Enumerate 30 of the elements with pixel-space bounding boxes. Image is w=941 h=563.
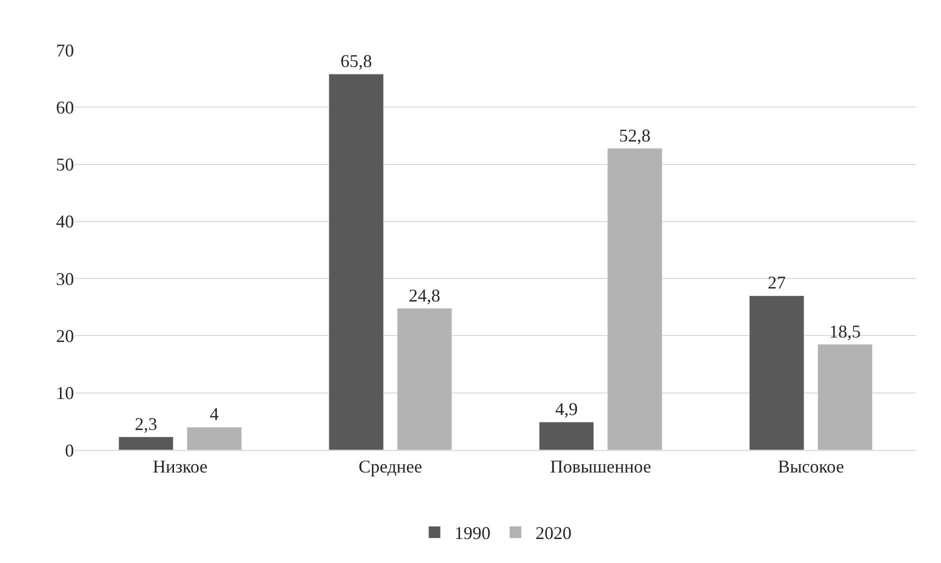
data-label: 18,5 bbox=[829, 321, 861, 342]
legend-label: 1990 bbox=[454, 523, 490, 544]
x-tick-label: Низкое bbox=[152, 456, 208, 477]
x-tick-label: Высокое bbox=[778, 456, 844, 477]
bar bbox=[396, 308, 452, 450]
x-tick-label: Среднее bbox=[358, 456, 422, 477]
data-label: 2,3 bbox=[134, 414, 158, 434]
bar bbox=[186, 426, 242, 450]
bar bbox=[328, 74, 384, 450]
legend-label: 2020 bbox=[536, 523, 572, 544]
y-tick-label: 70 bbox=[56, 40, 74, 60]
y-tick-label: 20 bbox=[56, 326, 74, 346]
bar bbox=[118, 436, 174, 450]
data-label: 65,8 bbox=[340, 51, 372, 71]
y-tick-label: 60 bbox=[56, 97, 74, 118]
data-label: 24,8 bbox=[408, 285, 440, 306]
bar bbox=[538, 422, 594, 450]
y-tick-label: 0 bbox=[65, 440, 74, 460]
x-tick-label: Повышенное bbox=[550, 456, 652, 477]
bar bbox=[817, 344, 873, 450]
y-tick-label: 10 bbox=[56, 383, 74, 404]
data-label: 27 bbox=[768, 272, 786, 293]
bar bbox=[607, 148, 662, 450]
bar bbox=[749, 295, 804, 450]
data-label: 52,8 bbox=[619, 125, 651, 146]
y-tick-label: 40 bbox=[56, 212, 74, 232]
y-tick-label: 30 bbox=[56, 268, 74, 289]
data-label: 4 bbox=[210, 404, 219, 424]
data-label: 4,9 bbox=[555, 399, 578, 419]
y-tick-label: 50 bbox=[56, 154, 74, 175]
